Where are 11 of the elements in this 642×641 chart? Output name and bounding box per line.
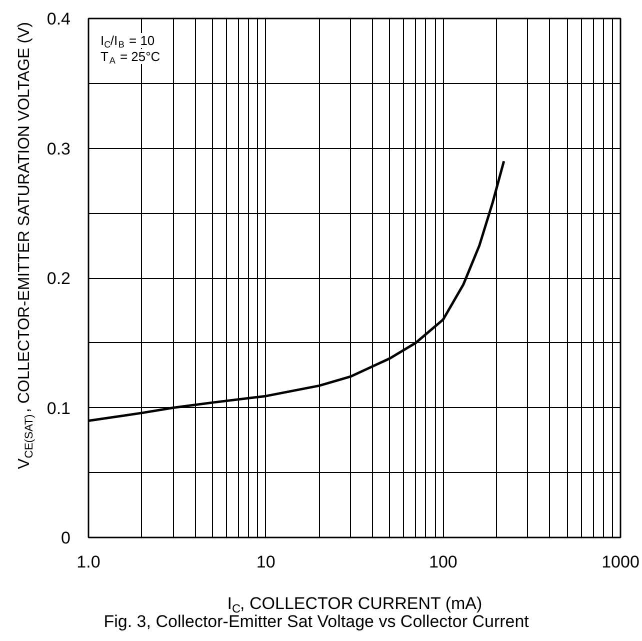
x-tick-label: 1000 xyxy=(602,552,640,572)
y-tick-label: 0 xyxy=(61,528,71,548)
x-tick-label: 10 xyxy=(256,552,276,572)
y-tick-label: 0.3 xyxy=(46,139,71,158)
text: Fig. 3, Collector-Emitter Sat Voltage vs Collector Current xyxy=(104,612,530,631)
y-tick-label: 0.4 xyxy=(46,10,71,28)
y-axis-title: VCE(SAT), COLLECTOR-EMITTER SATURATION VOLTAGE (V) xyxy=(16,22,36,470)
y-tick-label: 0.2 xyxy=(46,269,71,288)
x-tick-label: 100 xyxy=(428,552,458,572)
y-tick-label: 0.1 xyxy=(46,398,71,418)
x-tick-label: 1.0 xyxy=(76,552,100,572)
